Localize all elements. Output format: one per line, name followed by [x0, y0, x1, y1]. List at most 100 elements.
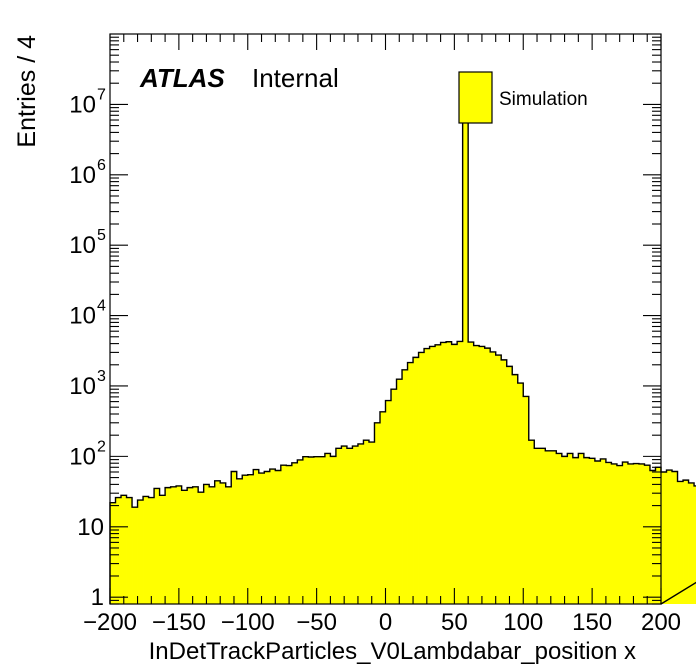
histogram-bar — [269, 469, 276, 604]
y-tick-label: 1 — [91, 584, 104, 611]
histogram-bar — [187, 487, 194, 604]
histogram-bar — [115, 497, 122, 604]
histogram-bar — [451, 344, 458, 604]
histogram-bar — [391, 389, 397, 604]
histogram-bar — [616, 465, 623, 604]
histogram-bar — [418, 352, 425, 604]
histogram-bar — [148, 497, 155, 604]
histogram-bar — [661, 472, 667, 604]
histogram-bar — [308, 457, 315, 604]
histogram-bar — [275, 470, 282, 604]
histogram-bar — [534, 448, 541, 604]
histogram-bar — [286, 465, 293, 604]
histogram-bar — [368, 442, 375, 604]
histogram-bar — [176, 485, 183, 604]
x-tick-label: 150 — [572, 609, 612, 636]
histogram-bar — [479, 346, 486, 604]
histogram-bar — [363, 440, 370, 604]
histogram-bar — [352, 446, 359, 604]
axis-ticks — [109, 33, 662, 605]
histogram-bar — [192, 486, 199, 604]
histogram-bar — [583, 457, 590, 604]
histogram-bar — [341, 446, 348, 604]
histogram-bar — [468, 342, 475, 604]
y-tick-label: 10 — [69, 232, 96, 259]
y-tick-label: 10 — [69, 443, 96, 470]
histogram-bar — [666, 470, 673, 604]
histogram-bar — [644, 465, 651, 604]
histogram-bar — [225, 486, 232, 604]
atlas-label: ATLAS — [139, 63, 225, 93]
x-tick-labels: −200 −150 −100 −50 0 50 100 150 200 — [83, 609, 681, 636]
histogram-bar — [324, 453, 331, 604]
histogram-bar — [600, 458, 607, 604]
histogram-bar — [512, 374, 519, 604]
y-tick-exponent: 3 — [97, 368, 106, 385]
histogram-bar — [633, 463, 640, 604]
histogram-bar — [335, 448, 342, 604]
y-tick-label: 10 — [77, 514, 104, 541]
histogram-bar — [501, 359, 508, 604]
histogram-bar — [605, 462, 612, 604]
histogram-bar — [589, 458, 596, 604]
histogram-bar — [594, 460, 601, 604]
histogram-bar — [424, 348, 430, 604]
histogram-bar — [253, 469, 260, 604]
histogram-bars — [110, 122, 696, 604]
histogram-bar — [435, 344, 441, 604]
histogram-bar — [357, 443, 364, 604]
histogram-bar — [313, 456, 320, 604]
histogram-bar — [440, 342, 447, 604]
histogram-bar — [402, 369, 408, 604]
x-tick-label: −150 — [152, 609, 206, 636]
histogram-bar — [429, 346, 436, 604]
histogram-bar — [126, 497, 133, 604]
histogram-bar — [545, 450, 552, 604]
histogram-bar — [291, 462, 298, 604]
histogram-bar — [677, 481, 684, 604]
histogram-bar — [264, 471, 271, 604]
histogram-bar — [556, 453, 563, 604]
histogram-bar — [258, 473, 265, 604]
x-tick-label: −100 — [221, 609, 275, 636]
histogram-bar — [627, 463, 634, 604]
histogram-bar — [385, 400, 392, 604]
histogram-bar — [462, 122, 469, 604]
y-tick-label: 10 — [69, 162, 96, 189]
histogram-bar — [638, 463, 645, 604]
x-tick-label: −50 — [296, 609, 337, 636]
histogram-bar — [181, 490, 188, 604]
histogram-bar — [170, 486, 177, 604]
histogram-bar — [132, 507, 138, 604]
histogram-bar — [672, 471, 678, 604]
histogram-bar — [457, 341, 464, 604]
histogram-bar — [517, 383, 524, 604]
x-tick-label: 200 — [641, 609, 681, 636]
histogram-bar — [490, 351, 497, 604]
y-tick-exponent: 2 — [97, 438, 106, 455]
histogram-bar — [236, 478, 243, 604]
histogram-bar — [688, 482, 695, 604]
histogram-bar — [473, 345, 480, 604]
histogram-bar — [413, 357, 419, 604]
histogram-bar — [694, 485, 696, 604]
histogram-bar — [346, 448, 353, 604]
legend-swatch — [458, 71, 493, 124]
histogram-bar — [231, 471, 238, 604]
histogram-bar — [297, 459, 304, 604]
histogram-bar — [539, 448, 546, 604]
histogram-bar — [567, 453, 574, 604]
histogram-bar — [495, 355, 502, 604]
histogram-bar — [214, 480, 221, 604]
histogram-bar — [220, 482, 227, 604]
histogram-bar — [550, 450, 557, 604]
histogram-bar — [578, 453, 585, 604]
y-tick-label: 10 — [69, 373, 96, 400]
histogram-bar — [683, 480, 689, 604]
atlas-sublabel: Internal — [252, 63, 339, 93]
histogram-bar — [572, 457, 579, 604]
y-tick-label: 10 — [69, 91, 96, 118]
histogram-bar — [528, 440, 535, 604]
